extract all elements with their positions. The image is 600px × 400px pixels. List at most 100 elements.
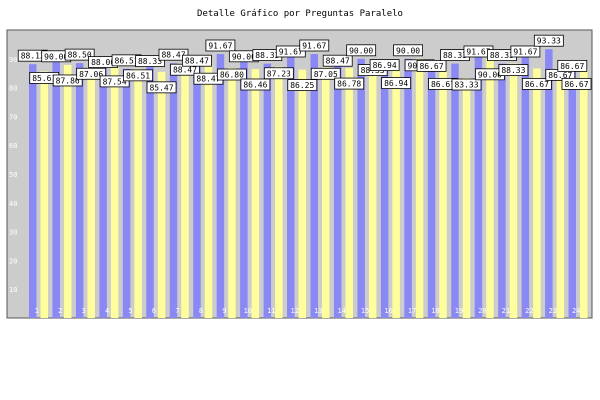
x-tick-label: 16 (384, 307, 392, 315)
data-label-box (498, 64, 529, 77)
x-tick-label: 4 (105, 307, 109, 315)
data-label: 86.51 (126, 71, 150, 80)
bar-series-1 (333, 63, 342, 319)
x-tick-label: 24 (572, 307, 580, 315)
y-tick-label: 40 (9, 200, 17, 208)
x-tick-label: 23 (549, 307, 557, 315)
data-label: 88.47 (173, 66, 197, 75)
data-label: 88.33 (443, 51, 467, 60)
x-tick-label: 17 (408, 307, 416, 315)
bar-series-1 (568, 68, 577, 318)
data-label: 86.78 (337, 80, 361, 89)
data-label-box (76, 67, 107, 80)
data-label: 88.33 (490, 51, 514, 60)
data-label: 88.33 (501, 66, 525, 75)
data-label-box (533, 34, 564, 47)
data-label-box (299, 39, 330, 52)
y-tick-label: 80 (9, 85, 17, 93)
data-label-box (557, 59, 588, 72)
bar-series-1 (29, 64, 37, 318)
bar-series-2 (368, 63, 377, 318)
bar-series-2 (486, 58, 494, 319)
data-label-box (510, 45, 541, 58)
data-label: 90.00 (478, 70, 502, 79)
bar-series-2 (110, 65, 119, 318)
data-label: 88.13 (21, 52, 45, 61)
data-label: 88.47 (326, 57, 350, 66)
data-label: 87.05 (314, 70, 338, 79)
data-label: 90.00 (396, 46, 420, 55)
y-tick-label: 70 (9, 113, 17, 121)
bar-series-1 (545, 49, 553, 319)
bar-series-1 (193, 63, 201, 319)
chart-title: Detalle Gráfico por Preguntas Paralelo (197, 9, 403, 19)
data-label-box (205, 39, 236, 52)
bar-series-1 (99, 64, 107, 318)
data-label: 86.67 (431, 80, 455, 89)
bar-series-1 (287, 53, 295, 319)
x-tick-label: 15 (361, 307, 369, 315)
bar-series-1 (216, 53, 225, 319)
x-tick-label: 10 (244, 307, 252, 315)
data-label-box (334, 77, 365, 90)
x-tick-label: 7 (175, 307, 179, 315)
x-tick-label: 22 (525, 307, 533, 315)
bar-series-2 (204, 63, 213, 319)
data-label: 86.67 (564, 80, 588, 89)
bar-series-2 (134, 68, 142, 318)
data-label-box (64, 48, 95, 61)
data-label-box (287, 79, 318, 91)
data-label: 86.94 (384, 79, 408, 88)
data-label-box (240, 78, 271, 91)
data-label: 86.67 (548, 71, 572, 80)
bar-series-2 (462, 78, 471, 318)
bar-series-1 (263, 63, 272, 318)
bar-series-2 (415, 58, 424, 319)
bar-series-1 (404, 58, 412, 319)
bar-series-2 (509, 63, 518, 318)
data-label: 91.67 (279, 47, 303, 56)
data-label: 93.33 (537, 37, 561, 46)
x-tick-label: 11 (267, 307, 275, 315)
x-tick-label: 20 (478, 307, 486, 315)
bar-series-1 (310, 53, 318, 319)
data-label: 87.23 (267, 69, 291, 78)
x-tick-label: 19 (455, 307, 463, 315)
x-tick-label: 8 (199, 307, 203, 315)
data-label-box (521, 77, 552, 90)
bar-series-2 (580, 68, 588, 318)
data-label-box (158, 48, 189, 61)
data-label: 88.50 (68, 51, 92, 60)
data-label: 91.67 (513, 47, 537, 56)
y-tick-label: 50 (9, 171, 17, 179)
data-label-box (322, 54, 353, 67)
bar-series-1 (474, 53, 483, 319)
data-label: 86.67 (560, 62, 584, 71)
data-label: 90.00 (349, 46, 373, 55)
x-tick-label: 6 (152, 307, 156, 315)
y-tick-label: 90 (9, 56, 17, 64)
data-label: 87.06 (79, 70, 103, 79)
bar-series-1 (122, 68, 131, 318)
bar-series-2 (439, 68, 447, 318)
x-tick-label: 13 (314, 307, 322, 315)
bar-series-2 (87, 67, 95, 318)
data-label: 86.46 (243, 80, 267, 89)
data-label-box (275, 45, 306, 58)
bar-series-1 (498, 63, 506, 318)
data-label-box (416, 59, 447, 72)
data-label: 86.51 (115, 56, 139, 65)
data-label: 88.00 (91, 58, 115, 67)
y-tick-label: 60 (9, 142, 17, 150)
data-label: 88.47 (161, 51, 185, 60)
y-tick-label: 20 (9, 257, 17, 265)
data-label: 86.25 (290, 81, 314, 90)
data-label-box (451, 78, 482, 91)
data-label: 86.80 (220, 71, 244, 80)
data-label-box (135, 55, 165, 68)
data-label: 88.47 (196, 75, 220, 84)
data-label-box (346, 44, 377, 57)
bar-series-2 (298, 69, 307, 318)
data-label: 88.33 (138, 57, 162, 66)
